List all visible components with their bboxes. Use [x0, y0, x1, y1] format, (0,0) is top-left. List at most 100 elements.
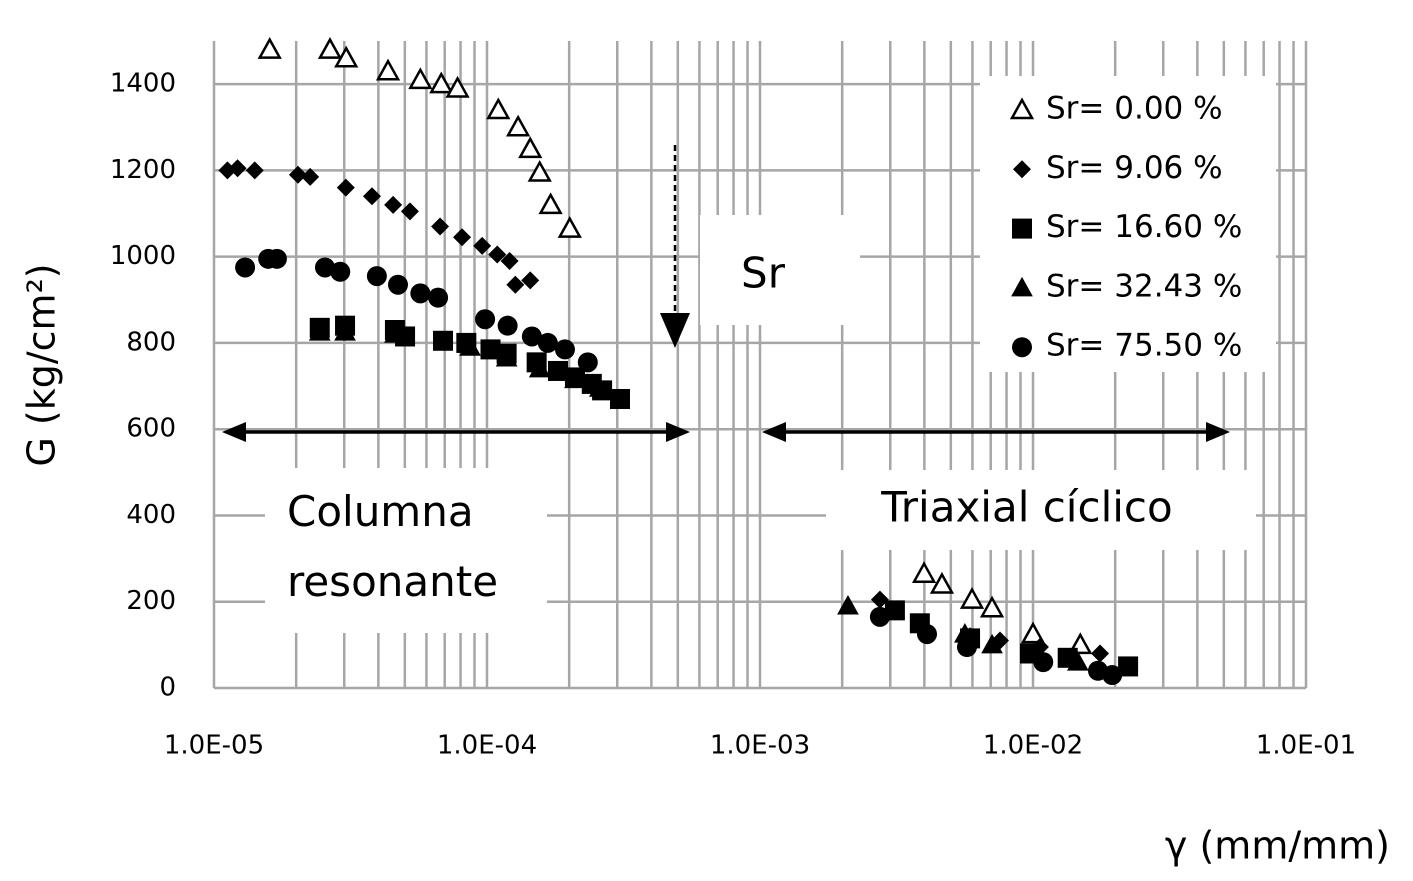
y-tick-label: 0 — [159, 673, 176, 703]
point — [453, 228, 472, 247]
y-tick-label: 800 — [126, 327, 176, 357]
point — [497, 315, 518, 336]
point — [911, 561, 937, 583]
point — [314, 257, 335, 278]
point — [884, 600, 905, 621]
point — [500, 251, 519, 270]
y-tick-label: 1200 — [110, 155, 176, 185]
point — [257, 37, 282, 59]
legend-label: Sr= 16.60 % — [1046, 209, 1242, 245]
point — [506, 275, 525, 294]
point — [538, 192, 563, 215]
annotation-box — [826, 470, 1256, 550]
x-tick-label: 1.0E-02 — [983, 731, 1083, 761]
point — [336, 178, 355, 197]
point — [308, 321, 331, 341]
point — [266, 248, 287, 269]
marks — [218, 37, 1139, 686]
arrow-head — [762, 422, 786, 442]
point — [433, 330, 454, 351]
legend-marker — [1013, 160, 1031, 179]
annotation: Triaxial cíclico — [880, 483, 1172, 532]
point — [837, 595, 859, 615]
point — [384, 323, 406, 343]
point — [1033, 652, 1054, 673]
point — [445, 75, 470, 98]
point — [488, 245, 507, 264]
x-tick-label: 1.0E-01 — [1256, 731, 1356, 761]
point — [400, 202, 419, 221]
point — [317, 37, 343, 59]
point — [528, 357, 551, 378]
point — [577, 352, 598, 373]
point — [917, 624, 938, 645]
point — [959, 587, 985, 609]
y-tick-label: 1400 — [110, 69, 176, 99]
point — [288, 165, 307, 184]
point — [547, 360, 568, 381]
legend-label: Sr= 9.06 % — [1046, 150, 1223, 186]
point — [459, 336, 481, 356]
annotation: Columna resonante — [287, 487, 498, 606]
point — [245, 161, 264, 180]
y-tick-label: 200 — [126, 586, 176, 616]
point — [330, 261, 351, 282]
point — [505, 114, 531, 137]
point — [366, 266, 387, 287]
legend-marker — [1012, 218, 1032, 239]
point — [495, 347, 518, 367]
point — [228, 159, 247, 178]
point — [527, 159, 552, 182]
point — [521, 271, 540, 290]
arrow-head — [1206, 422, 1230, 442]
point — [557, 216, 582, 238]
point — [362, 187, 381, 206]
point — [1067, 651, 1089, 671]
point — [554, 339, 575, 360]
annotation-box — [265, 468, 547, 633]
point — [480, 339, 501, 360]
point — [870, 590, 889, 609]
arrow-head — [660, 313, 690, 348]
arrows — [222, 145, 1230, 442]
arrow-head — [222, 422, 246, 442]
x-tick-label: 1.0E-05 — [164, 731, 264, 761]
point — [981, 633, 1003, 654]
point — [869, 606, 890, 627]
point — [609, 389, 630, 410]
x-axis-title: γ (mm/mm) — [1165, 824, 1390, 868]
point — [979, 595, 1005, 618]
point — [518, 136, 543, 159]
y-tick-label: 1000 — [110, 241, 176, 271]
point — [334, 45, 359, 68]
annotation-box — [700, 215, 860, 325]
arrow-head — [666, 422, 690, 442]
point — [1091, 644, 1110, 663]
point — [956, 637, 977, 658]
point — [564, 368, 586, 389]
legend: Sr= 0.00 % Sr= 9.06 % Sr= 16.60 % Sr= 32.43… — [1009, 91, 1242, 364]
point — [410, 283, 431, 304]
legend-label: Sr= 32.43 % — [1046, 268, 1242, 304]
point — [375, 58, 401, 81]
y-tick-label: 400 — [126, 500, 176, 530]
legend-marker — [1011, 276, 1033, 297]
point — [429, 71, 454, 94]
point — [235, 257, 256, 278]
y-tick-label: 600 — [126, 414, 176, 444]
point — [387, 274, 408, 295]
point — [929, 571, 955, 594]
point — [408, 67, 433, 90]
point — [1102, 665, 1123, 686]
point — [431, 217, 450, 236]
point — [473, 236, 492, 255]
annotation: Sr — [741, 249, 786, 298]
point — [428, 287, 449, 308]
point — [334, 321, 356, 341]
point — [588, 377, 611, 397]
legend-marker — [1012, 337, 1032, 358]
point — [1118, 656, 1139, 677]
point — [384, 195, 403, 214]
x-tick-label: 1.0E-03 — [710, 731, 810, 761]
